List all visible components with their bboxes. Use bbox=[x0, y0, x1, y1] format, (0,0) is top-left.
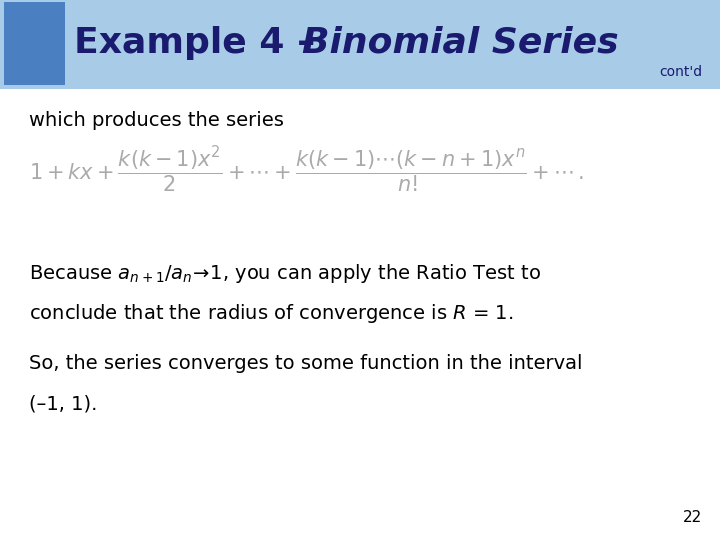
Text: Binomial Series: Binomial Series bbox=[302, 26, 618, 60]
Text: 22: 22 bbox=[683, 510, 702, 525]
Text: Example 4 –: Example 4 – bbox=[74, 26, 328, 60]
Text: which produces the series: which produces the series bbox=[29, 111, 284, 130]
Text: cont'd: cont'd bbox=[659, 65, 702, 79]
Bar bbox=[4, 2, 65, 85]
Text: $1 + kx + \dfrac{k(k-1)x^2}{2} + \cdots + \dfrac{k(k-1)\cdots(k-n+1)x^n}{n!} + \: $1 + kx + \dfrac{k(k-1)x^2}{2} + \cdots … bbox=[29, 145, 583, 195]
Bar bbox=[0, 0, 720, 89]
Text: So, the series converges to some function in the interval: So, the series converges to some functio… bbox=[29, 354, 582, 373]
Text: (–1, 1).: (–1, 1). bbox=[29, 394, 97, 413]
Text: Because $a_{n+1}/a_n\!\rightarrow\!1$, you can apply the Ratio Test to: Because $a_{n+1}/a_n\!\rightarrow\!1$, y… bbox=[29, 262, 541, 285]
Text: conclude that the radius of convergence is $R$ = 1.: conclude that the radius of convergence … bbox=[29, 302, 513, 326]
